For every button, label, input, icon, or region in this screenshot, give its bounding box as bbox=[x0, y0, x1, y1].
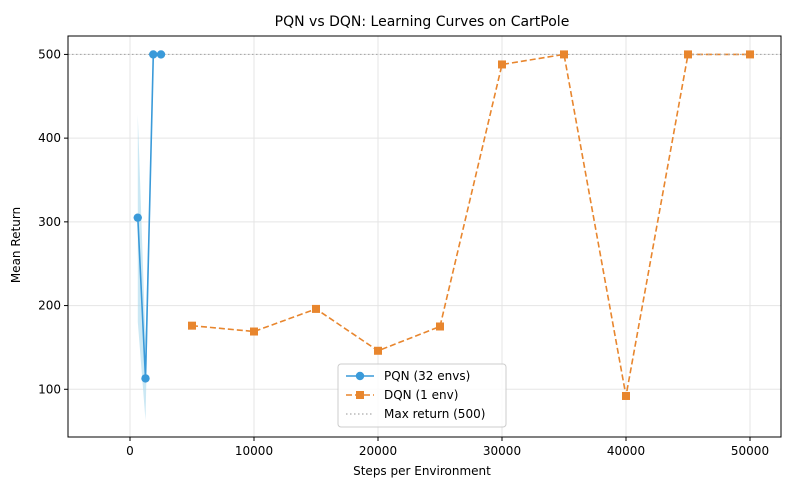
y-tick-label-1: 200 bbox=[38, 299, 61, 313]
y-axis-label: Mean Return bbox=[9, 207, 23, 283]
legend-box bbox=[337, 363, 507, 428]
legend-label-2: Max return (500) bbox=[384, 407, 485, 421]
grid-lines bbox=[68, 36, 781, 437]
x-axis-label: Steps per Environment bbox=[353, 464, 491, 478]
legend-marker-1 bbox=[356, 391, 364, 399]
series-1-point-2 bbox=[312, 304, 320, 313]
chart-title: PQN vs DQN: Learning Curves on CartPole bbox=[275, 14, 570, 30]
legend-label-1: DQN (1 env) bbox=[384, 388, 458, 402]
series-lines bbox=[68, 53, 781, 397]
x-tick-label-3: 30000 bbox=[483, 444, 521, 458]
series-1-point-9 bbox=[746, 50, 754, 59]
series-1-point-8 bbox=[684, 50, 692, 59]
x-tick-label-0: 0 bbox=[126, 444, 134, 458]
series-0-point-3 bbox=[156, 50, 166, 59]
series-0-point-2 bbox=[149, 50, 158, 59]
series-1-point-0 bbox=[188, 321, 196, 330]
y-tick-label-0: 100 bbox=[38, 382, 61, 396]
plot-frame bbox=[67, 35, 782, 438]
x-tick-label-2: 20000 bbox=[359, 444, 397, 458]
series-0-point-0 bbox=[133, 213, 142, 222]
y-tick-label-3: 400 bbox=[38, 131, 61, 145]
y-axis-ticks: 100 200 300 400 500 bbox=[38, 47, 68, 396]
series-1-point-5 bbox=[498, 60, 506, 69]
legend-label-0: PQN (32 envs) bbox=[384, 369, 470, 383]
legend-marker-0 bbox=[355, 371, 365, 381]
series-1-point-1 bbox=[250, 327, 258, 336]
series-line-1 bbox=[191, 53, 750, 397]
x-axis-ticks: 0 10000 20000 30000 40000 50000 bbox=[126, 437, 769, 458]
x-tick-label-1: 10000 bbox=[235, 444, 273, 458]
series-1-point-7 bbox=[622, 391, 630, 400]
series-markers bbox=[133, 50, 754, 400]
series-1-point-4 bbox=[436, 322, 444, 331]
legend: PQN (32 envs) DQN (1 env) Max return (500) bbox=[337, 363, 507, 428]
series-0-point-1 bbox=[141, 374, 150, 383]
x-tick-label-5: 50000 bbox=[731, 444, 769, 458]
series-1-point-3 bbox=[374, 346, 382, 355]
series-1-point-6 bbox=[560, 50, 568, 59]
y-tick-label-2: 300 bbox=[38, 215, 61, 229]
y-tick-label-4: 500 bbox=[38, 47, 61, 61]
x-tick-label-4: 40000 bbox=[607, 444, 645, 458]
